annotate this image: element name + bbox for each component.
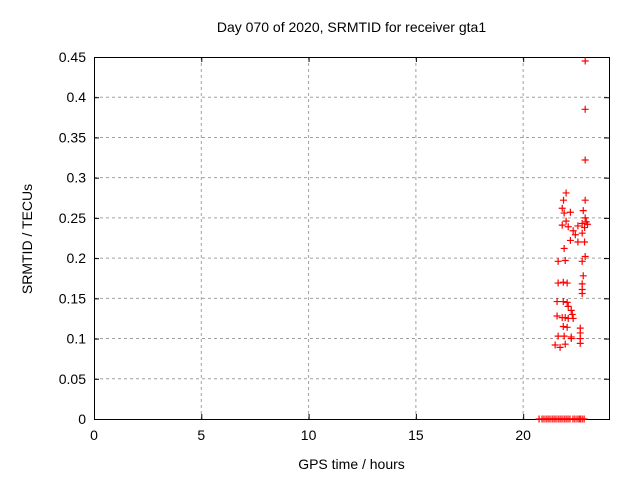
chart-title: Day 070 of 2020, SRMTID for receiver gta…: [216, 19, 487, 35]
data-point: [568, 310, 576, 318]
data-point: [558, 221, 566, 229]
data-point: [581, 224, 589, 232]
data-point: [569, 227, 577, 235]
data-point: [567, 335, 575, 343]
data-point: [553, 298, 561, 306]
data-point: [560, 196, 568, 204]
y-tick-label: 0.15: [59, 290, 86, 306]
data-point: [567, 306, 575, 314]
data-point: [581, 105, 589, 113]
x-tick-label: 15: [408, 427, 424, 443]
y-tick-label: 0.4: [67, 89, 87, 105]
x-axis-label: GPS time / hours: [298, 456, 405, 472]
data-point: [561, 314, 569, 322]
y-tick-label: 0.2: [67, 250, 87, 266]
data-point: [560, 244, 568, 252]
data-point: [581, 156, 589, 164]
data-point: [581, 57, 589, 65]
x-tick-label: 0: [90, 427, 98, 443]
data-point: [581, 238, 589, 246]
data-point: [561, 257, 569, 265]
plot-border: [94, 57, 610, 420]
data-point: [574, 222, 582, 230]
data-point: [569, 314, 577, 322]
y-tick-label: 0.05: [59, 371, 86, 387]
data-point: [563, 298, 571, 306]
x-tick-label: 20: [515, 427, 531, 443]
y-tick-label: 0.45: [59, 49, 86, 65]
data-point: [562, 189, 570, 197]
data-point: [560, 332, 568, 340]
data-point: [554, 332, 562, 340]
data-point: [564, 223, 572, 231]
data-point: [559, 322, 567, 330]
data-point: [578, 229, 586, 237]
data-point: [580, 415, 588, 423]
y-tick-label: 0.3: [67, 170, 87, 186]
data-point: [559, 298, 567, 306]
data-point: [561, 340, 569, 348]
y-tick-label: 0.25: [59, 210, 86, 226]
data-point: [559, 278, 567, 286]
data-point: [581, 253, 589, 261]
data-point: [578, 290, 586, 298]
data-point: [566, 236, 574, 244]
x-tick-label: 10: [301, 427, 317, 443]
data-point: [584, 220, 592, 228]
data-point: [554, 279, 562, 287]
data-point: [564, 302, 572, 310]
data-point: [560, 209, 568, 217]
data-point: [551, 341, 559, 349]
data-point: [578, 220, 586, 228]
data-point: [553, 312, 561, 320]
y-tick-label: 0: [78, 411, 86, 427]
data-point: [556, 343, 564, 351]
y-tick-label: 0.35: [59, 129, 86, 145]
data-point: [581, 196, 589, 204]
y-tick-label: 0.1: [67, 331, 87, 347]
data-point: [571, 231, 579, 239]
data-point: [562, 217, 570, 225]
data-point: [581, 214, 589, 222]
data-point: [576, 339, 584, 347]
data-point: [579, 272, 587, 280]
data-point: [558, 204, 566, 212]
data-point: [579, 207, 587, 215]
data-point: [566, 208, 574, 216]
data-point: [563, 323, 571, 331]
data-point: [563, 279, 571, 287]
x-tick-label: 5: [197, 427, 205, 443]
y-axis-label: SRMTID / TECUs: [19, 183, 35, 295]
data-point: [578, 257, 586, 265]
data-point: [574, 238, 582, 246]
data-point: [554, 257, 562, 265]
